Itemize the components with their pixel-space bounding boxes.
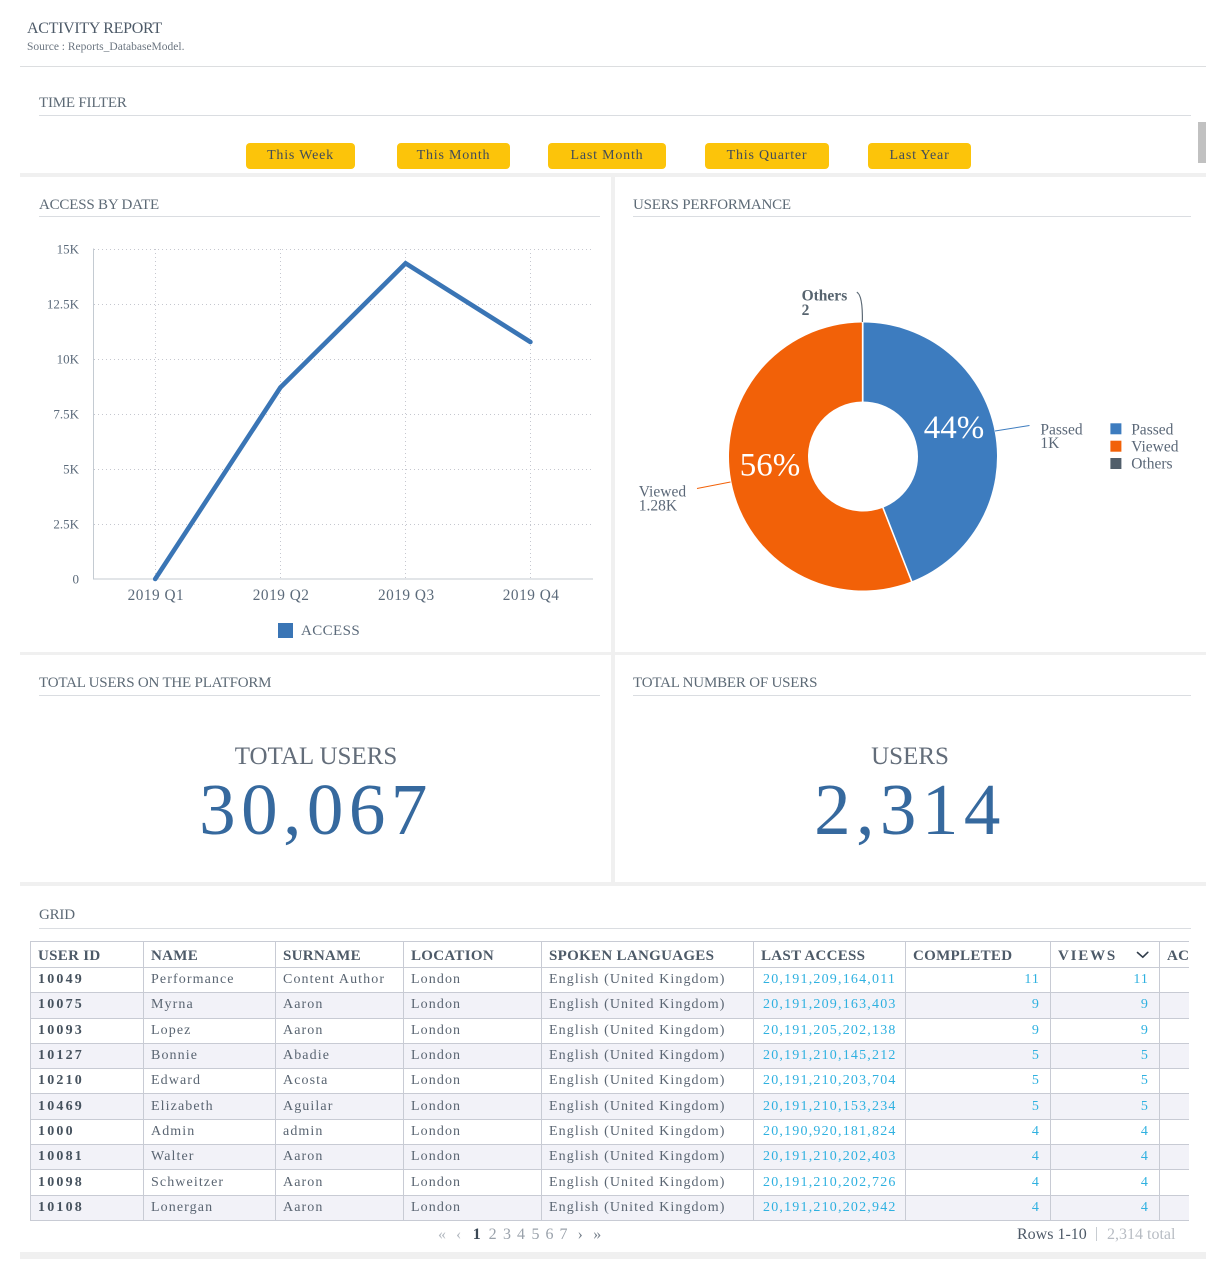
svg-text:1.28K: 1.28K bbox=[639, 497, 678, 514]
svg-text:2019 Q1: 2019 Q1 bbox=[128, 587, 185, 604]
svg-text:Others: Others bbox=[1131, 456, 1172, 473]
svg-text:2: 2 bbox=[802, 302, 810, 319]
svg-text:2019 Q3: 2019 Q3 bbox=[378, 587, 435, 604]
svg-text:2019 Q2: 2019 Q2 bbox=[253, 587, 310, 604]
svg-text:2019 Q4: 2019 Q4 bbox=[503, 587, 560, 604]
svg-text:10K: 10K bbox=[57, 352, 80, 367]
svg-text:ACCESS: ACCESS bbox=[301, 623, 360, 639]
svg-text:0: 0 bbox=[73, 572, 80, 587]
svg-text:7.5K: 7.5K bbox=[53, 407, 79, 422]
svg-text:1K: 1K bbox=[1040, 435, 1060, 452]
svg-text:12.5K: 12.5K bbox=[47, 297, 80, 312]
svg-text:Viewed: Viewed bbox=[1131, 439, 1179, 456]
svg-text:Others: Others bbox=[802, 288, 848, 305]
svg-text:Passed: Passed bbox=[1040, 421, 1082, 438]
svg-text:44%: 44% bbox=[924, 410, 985, 446]
svg-text:Passed: Passed bbox=[1131, 421, 1173, 438]
svg-text:56%: 56% bbox=[740, 448, 801, 484]
svg-text:2.5K: 2.5K bbox=[53, 517, 79, 532]
svg-text:Viewed: Viewed bbox=[639, 483, 687, 500]
svg-text:15K: 15K bbox=[57, 242, 80, 257]
svg-text:5K: 5K bbox=[63, 462, 80, 477]
